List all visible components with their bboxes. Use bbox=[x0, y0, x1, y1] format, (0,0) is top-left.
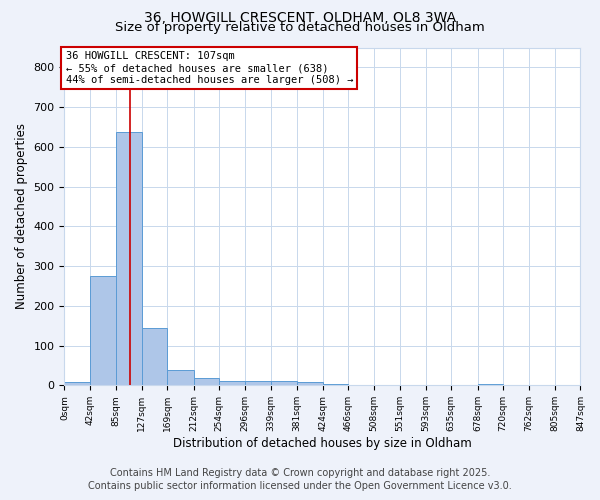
Bar bbox=[296, 382, 323, 386]
X-axis label: Distribution of detached houses by size in Oldham: Distribution of detached houses by size … bbox=[173, 437, 472, 450]
Bar bbox=[323, 384, 349, 386]
Text: 36, HOWGILL CRESCENT, OLDHAM, OL8 3WA: 36, HOWGILL CRESCENT, OLDHAM, OL8 3WA bbox=[144, 12, 456, 26]
Bar bbox=[116, 132, 142, 386]
Text: 36 HOWGILL CRESCENT: 107sqm
← 55% of detached houses are smaller (638)
44% of se: 36 HOWGILL CRESCENT: 107sqm ← 55% of det… bbox=[65, 52, 353, 84]
Bar bbox=[167, 370, 194, 386]
Y-axis label: Number of detached properties: Number of detached properties bbox=[15, 124, 28, 310]
Bar bbox=[142, 328, 167, 386]
Bar bbox=[90, 276, 116, 386]
Text: Contains HM Land Registry data © Crown copyright and database right 2025.
Contai: Contains HM Land Registry data © Crown c… bbox=[88, 468, 512, 491]
Bar bbox=[245, 380, 271, 386]
Bar bbox=[478, 384, 503, 386]
Bar bbox=[64, 382, 90, 386]
Bar bbox=[271, 382, 296, 386]
Text: Size of property relative to detached houses in Oldham: Size of property relative to detached ho… bbox=[115, 22, 485, 35]
Bar bbox=[219, 380, 245, 386]
Bar bbox=[194, 378, 219, 386]
